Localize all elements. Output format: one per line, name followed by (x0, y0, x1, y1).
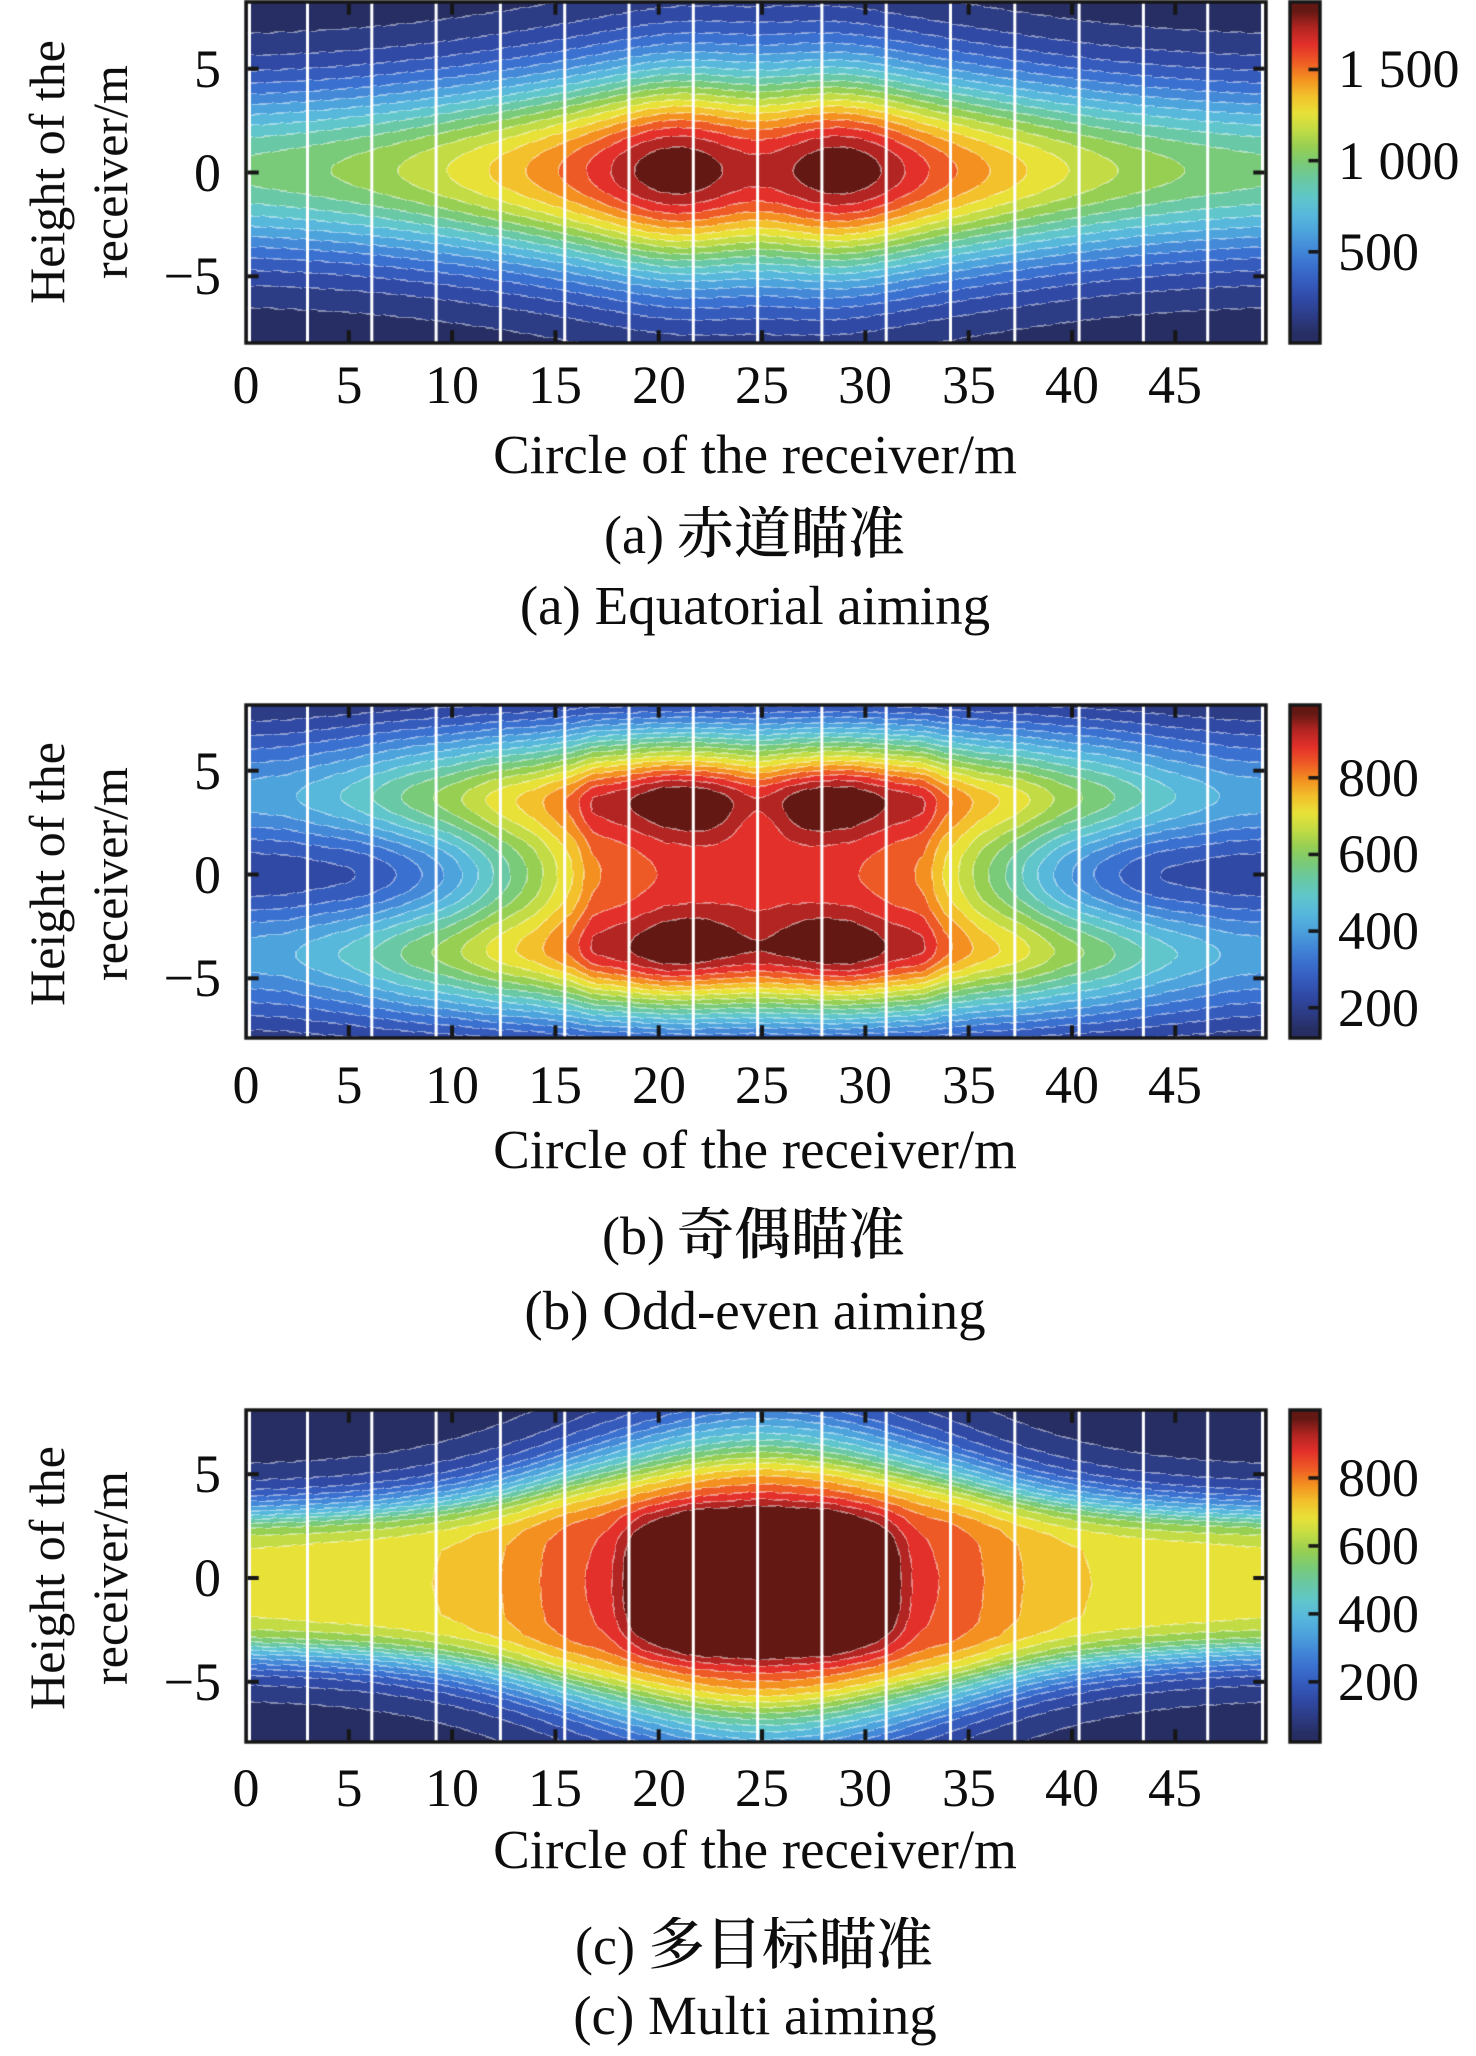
svg-text:(b): (b) (602, 1207, 665, 1266)
svg-text:(a): (a) (604, 506, 664, 565)
svg-text:(c): (c) (575, 1917, 635, 1976)
